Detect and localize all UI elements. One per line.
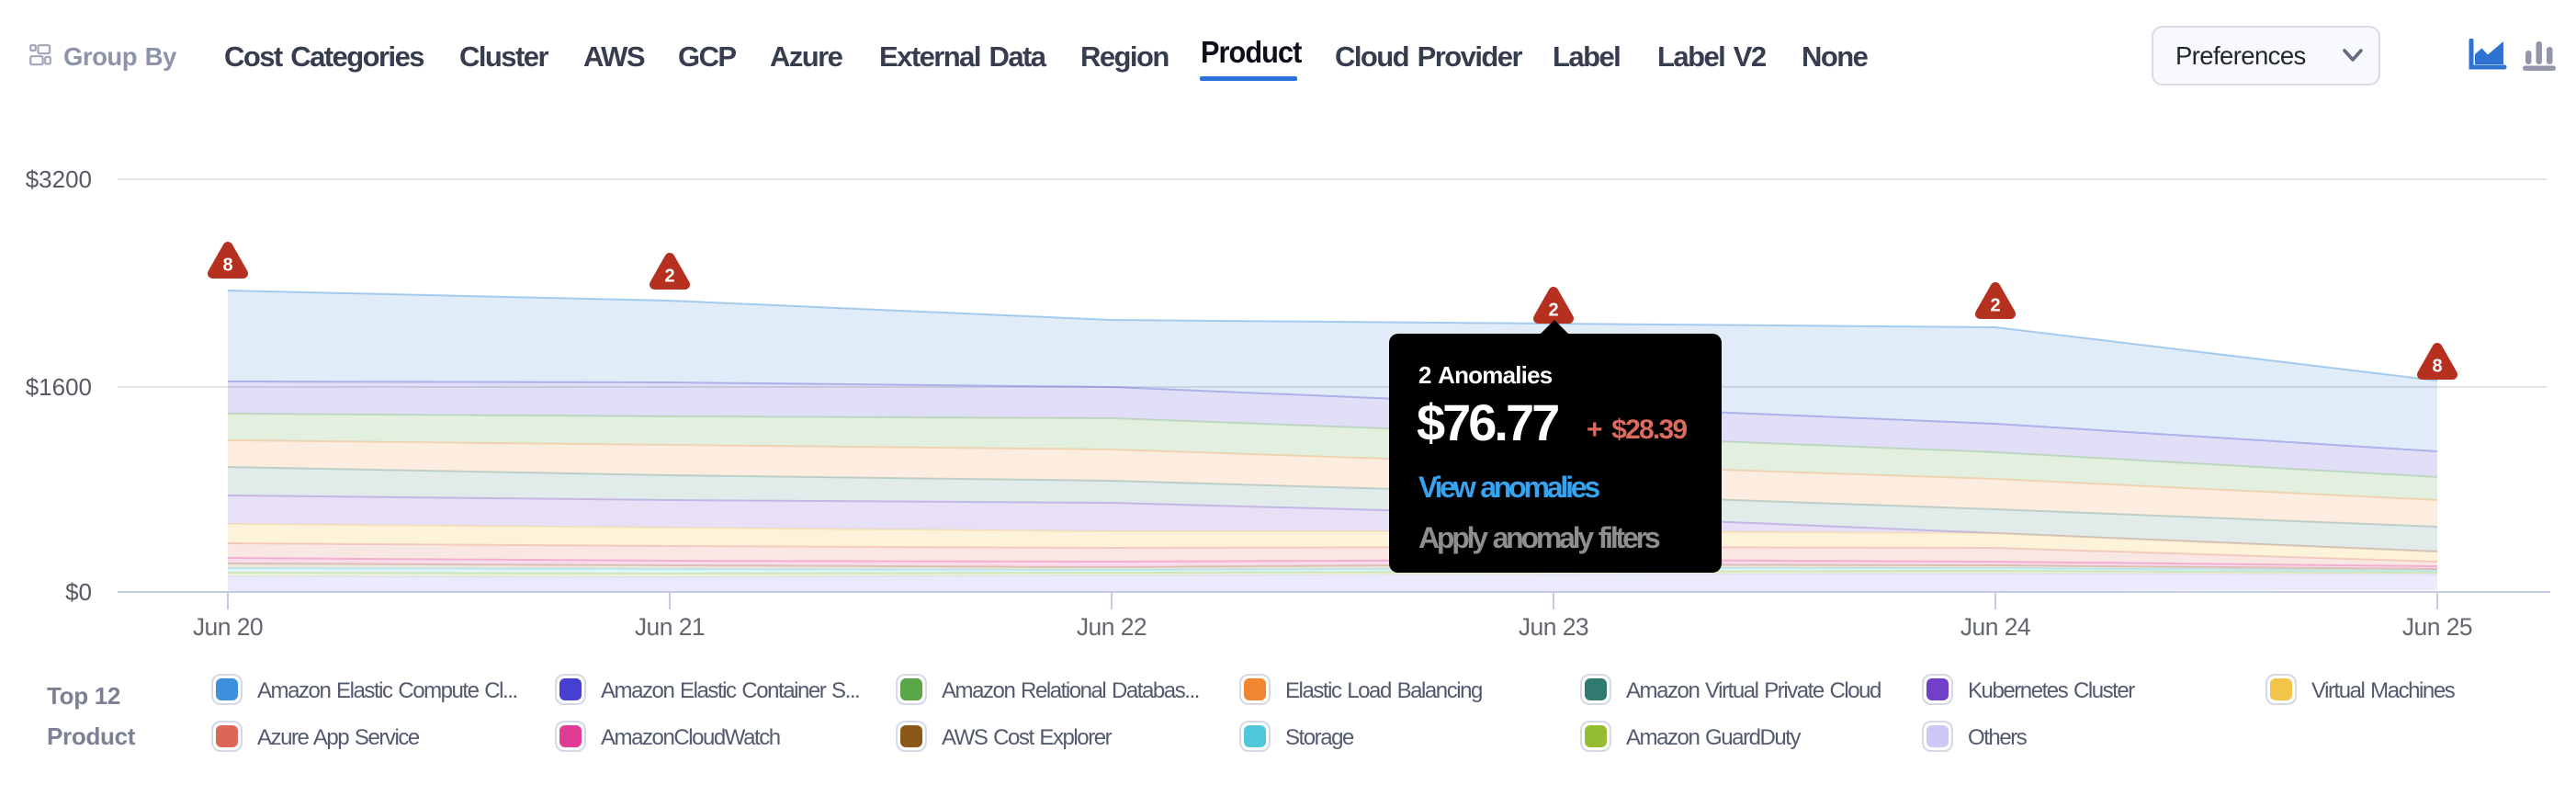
svg-text:8: 8 — [2432, 357, 2442, 377]
svg-text:Jun 20: Jun 20 — [193, 613, 263, 641]
svg-text:Jun 21: Jun 21 — [635, 613, 705, 641]
svg-text:2: 2 — [1548, 301, 1558, 321]
svg-text:Apply anomaly filters: Apply anomaly filters — [1418, 521, 1660, 554]
svg-text:Jun 23: Jun 23 — [1519, 613, 1588, 641]
svg-text:Jun 22: Jun 22 — [1077, 613, 1147, 641]
svg-text:2 Anomalies: 2 Anomalies — [1418, 361, 1553, 389]
svg-text:Jun 24: Jun 24 — [1960, 613, 2030, 641]
svg-text:$1600: $1600 — [26, 373, 92, 401]
svg-text:View anomalies: View anomalies — [1418, 471, 1599, 504]
svg-text:Jun 25: Jun 25 — [2402, 613, 2472, 641]
svg-text:+ $28.39: + $28.39 — [1587, 415, 1687, 445]
svg-text:2: 2 — [1990, 296, 2000, 316]
svg-text:8: 8 — [222, 256, 232, 276]
svg-text:$3200: $3200 — [26, 165, 92, 193]
svg-text:$76.77: $76.77 — [1417, 393, 1558, 451]
svg-text:2: 2 — [664, 267, 674, 287]
svg-text:$0: $0 — [65, 578, 92, 606]
